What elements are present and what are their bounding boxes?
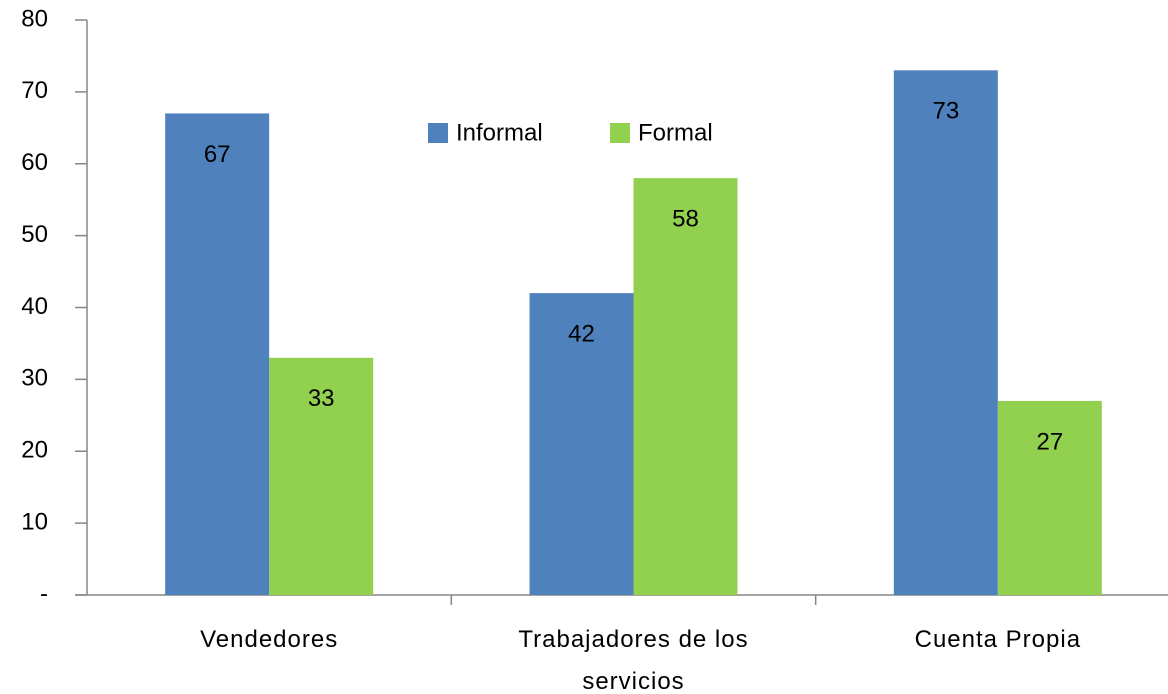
x-tick-label: Cuenta Propia (914, 626, 1082, 653)
data-label: 42 (568, 320, 595, 347)
data-label: 33 (308, 385, 335, 412)
bar (165, 113, 270, 595)
x-tick-label: Trabajadores de los servicios (518, 626, 749, 694)
y-tick-label: 10 (21, 508, 48, 535)
legend-swatch (428, 123, 448, 143)
data-label: 73 (932, 98, 959, 125)
data-label: 58 (672, 205, 699, 232)
y-tick-label: 80 (21, 5, 48, 32)
y-tick-label: 40 (21, 293, 48, 320)
data-label: 67 (204, 141, 231, 168)
legend-label: Informal (456, 119, 543, 146)
bar (269, 357, 374, 595)
bar (633, 178, 738, 595)
bar (997, 400, 1102, 595)
bar (529, 293, 634, 595)
y-tick-label: - (40, 580, 48, 607)
legend-label: Formal (638, 119, 713, 146)
y-tick-label: 30 (21, 365, 48, 392)
data-label: 27 (1036, 428, 1063, 455)
legend-swatch (610, 123, 630, 143)
y-tick-label: 20 (21, 437, 48, 464)
bar (893, 70, 998, 595)
y-tick-label: 70 (21, 77, 48, 104)
y-tick-label: 50 (21, 221, 48, 248)
x-tick-label: Vendedores (200, 626, 339, 653)
y-tick-label: 60 (21, 149, 48, 176)
